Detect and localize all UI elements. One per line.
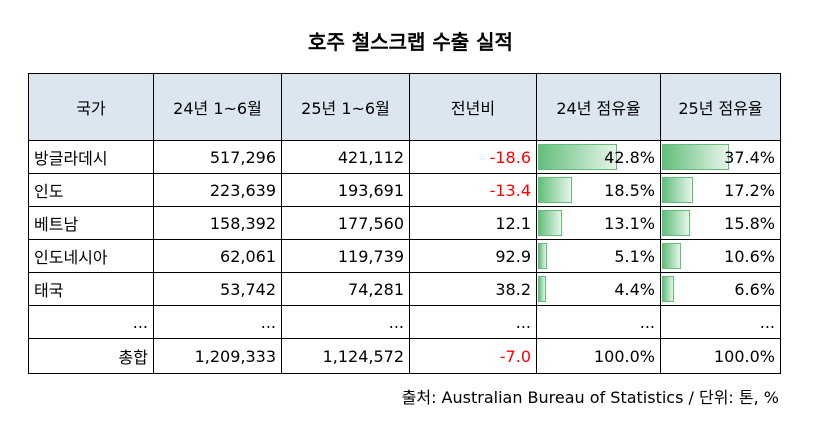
table-title: 호주 철스크랩 수출 실적 <box>308 30 513 54</box>
share-24-cell: 5.1% <box>536 239 661 273</box>
table-cell: ... <box>281 305 410 339</box>
value-24-cell: 517,296 <box>153 140 282 174</box>
share-data-bar <box>662 243 681 269</box>
value-24-cell: 158,392 <box>153 206 282 240</box>
share-24-cell: 4.4% <box>536 272 661 306</box>
share-24-cell: 18.5% <box>536 173 661 207</box>
table-row: 방글라데시 517,296 421,112 -18.6 42.8% 37.4% <box>28 140 781 174</box>
country-cell: 인도네시아 <box>28 239 154 273</box>
header-yoy: 전년비 <box>409 73 537 141</box>
header-25-h1: 25년 1~6월 <box>281 73 410 141</box>
total-share-24: 100.0% <box>536 338 661 374</box>
total-25: 1,124,572 <box>281 338 410 374</box>
share-value: 17.2% <box>724 180 775 200</box>
table-cell: ... <box>409 305 537 339</box>
share-data-bar <box>662 210 691 236</box>
yoy-cell: -18.6 <box>409 140 537 174</box>
share-25-cell: 15.8% <box>660 206 781 240</box>
ellipsis-row: ... ... ... ... ... ... <box>28 305 781 339</box>
value-24-cell: 223,639 <box>153 173 282 207</box>
share-data-bar <box>662 177 693 203</box>
share-24-cell: 42.8% <box>536 140 661 174</box>
table-row: 태국 53,742 74,281 38.2 4.4% 6.6% <box>28 272 781 306</box>
share-data-bar <box>538 243 548 269</box>
total-label: 총합 <box>28 338 154 374</box>
share-25-cell: 6.6% <box>660 272 781 306</box>
table-cell: ... <box>536 305 661 339</box>
table-cell: ... <box>660 305 781 339</box>
share-value: 13.1% <box>604 213 655 233</box>
value-25-cell: 74,281 <box>281 272 410 306</box>
header-share-24: 24년 점유율 <box>536 73 661 141</box>
total-24: 1,209,333 <box>153 338 282 374</box>
country-cell: 인도 <box>28 173 154 207</box>
country-cell: 방글라데시 <box>28 140 154 174</box>
value-24-cell: 53,742 <box>153 272 282 306</box>
share-data-bar <box>538 177 573 203</box>
header-24-h1: 24년 1~6월 <box>153 73 282 141</box>
table-row: 베트남 158,392 177,560 12.1 13.1% 15.8% <box>28 206 781 240</box>
value-25-cell: 193,691 <box>281 173 410 207</box>
share-value: 4.4% <box>614 279 655 299</box>
header-row: 국가 24년 1~6월 25년 1~6월 전년비 24년 점유율 25년 점유율 <box>28 73 781 141</box>
share-value: 6.6% <box>734 279 775 299</box>
yoy-cell: 12.1 <box>409 206 537 240</box>
share-25-cell: 37.4% <box>660 140 781 174</box>
share-data-bar <box>662 144 729 170</box>
table-row: 인도네시아 62,061 119,739 92.9 5.1% 10.6% <box>28 239 781 273</box>
share-data-bar <box>662 276 674 302</box>
header-share-25: 25년 점유율 <box>660 73 781 141</box>
value-25-cell: 421,112 <box>281 140 410 174</box>
table-row: 인도 223,639 193,691 -13.4 18.5% 17.2% <box>28 173 781 207</box>
yoy-cell: 38.2 <box>409 272 537 306</box>
share-value: 5.1% <box>614 246 655 266</box>
total-yoy: -7.0 <box>409 338 537 374</box>
yoy-cell: -13.4 <box>409 173 537 207</box>
total-row: 총합 1,209,333 1,124,572 -7.0 100.0% 100.0… <box>28 338 781 374</box>
table-body: 방글라데시 517,296 421,112 -18.6 42.8% 37.4% 인도 223,… <box>28 140 781 374</box>
yoy-cell: 92.9 <box>409 239 537 273</box>
share-value: 37.4% <box>724 147 775 167</box>
header-country: 국가 <box>28 73 154 141</box>
table-cell: ... <box>153 305 282 339</box>
share-value: 15.8% <box>724 213 775 233</box>
share-25-cell: 17.2% <box>660 173 781 207</box>
value-25-cell: 119,739 <box>281 239 410 273</box>
share-value: 42.8% <box>604 147 655 167</box>
share-data-bar <box>538 144 617 170</box>
share-value: 10.6% <box>724 246 775 266</box>
share-data-bar <box>538 276 547 302</box>
table-cell: ... <box>28 305 154 339</box>
country-cell: 베트남 <box>28 206 154 240</box>
share-data-bar <box>538 210 563 236</box>
value-24-cell: 62,061 <box>153 239 282 273</box>
total-share-25: 100.0% <box>660 338 781 374</box>
share-25-cell: 10.6% <box>660 239 781 273</box>
country-cell: 태국 <box>28 272 154 306</box>
export-table: 국가 24년 1~6월 25년 1~6월 전년비 24년 점유율 25년 점유율… <box>28 73 781 374</box>
source-note: 출처: Australian Bureau of Statistics / 단위… <box>401 388 779 407</box>
share-24-cell: 13.1% <box>536 206 661 240</box>
value-25-cell: 177,560 <box>281 206 410 240</box>
share-value: 18.5% <box>604 180 655 200</box>
